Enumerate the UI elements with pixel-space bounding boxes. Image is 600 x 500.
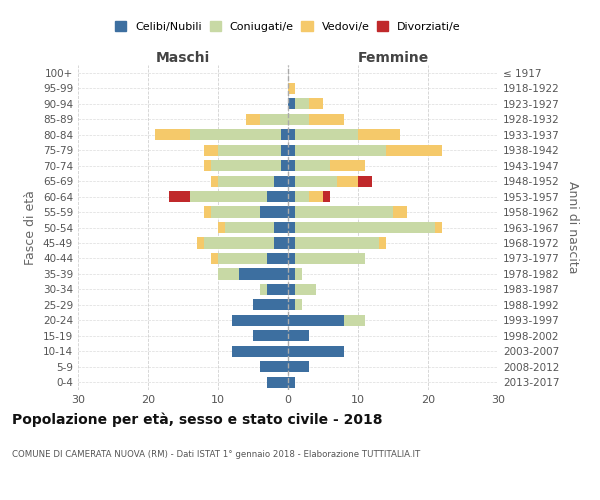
Bar — [288, 98, 295, 110]
Bar — [288, 176, 295, 186]
Bar — [218, 176, 274, 186]
Bar — [288, 144, 295, 156]
Bar — [204, 144, 218, 156]
Bar — [295, 268, 302, 280]
Bar — [288, 315, 344, 326]
Bar — [288, 238, 295, 248]
Bar — [155, 129, 190, 140]
Bar — [190, 129, 281, 140]
Bar — [197, 238, 204, 248]
Bar — [288, 361, 309, 372]
Bar — [246, 114, 260, 124]
Text: Femmine: Femmine — [358, 51, 428, 65]
Text: COMUNE DI CAMERATA NUOVA (RM) - Dati ISTAT 1° gennaio 2018 - Elaborazione TUTTIT: COMUNE DI CAMERATA NUOVA (RM) - Dati IST… — [12, 450, 420, 459]
Bar — [295, 284, 316, 295]
Bar — [239, 268, 288, 280]
Bar — [295, 253, 365, 264]
Bar — [295, 222, 435, 233]
Bar — [218, 253, 267, 264]
Bar — [344, 315, 365, 326]
Bar — [204, 238, 274, 248]
Bar — [295, 206, 393, 218]
Bar — [267, 376, 288, 388]
Bar — [295, 300, 302, 310]
Legend: Celibi/Nubili, Coniugati/e, Vedovi/e, Divorziati/e: Celibi/Nubili, Coniugati/e, Vedovi/e, Di… — [113, 18, 463, 34]
Bar — [330, 160, 365, 171]
Bar — [393, 206, 407, 218]
Bar — [295, 98, 309, 110]
Bar — [211, 206, 260, 218]
Bar — [260, 114, 288, 124]
Bar — [218, 268, 239, 280]
Bar — [260, 284, 267, 295]
Text: Popolazione per età, sesso e stato civile - 2018: Popolazione per età, sesso e stato civil… — [12, 412, 383, 427]
Bar — [295, 191, 309, 202]
Bar — [232, 315, 288, 326]
Bar — [218, 222, 225, 233]
Bar — [295, 238, 379, 248]
Bar — [358, 176, 372, 186]
Bar — [386, 144, 442, 156]
Bar — [253, 300, 288, 310]
Bar — [281, 129, 288, 140]
Bar — [288, 376, 295, 388]
Text: Maschi: Maschi — [156, 51, 210, 65]
Bar — [309, 114, 344, 124]
Bar — [288, 346, 344, 357]
Bar — [260, 361, 288, 372]
Bar — [169, 191, 190, 202]
Bar — [218, 144, 281, 156]
Bar — [288, 206, 295, 218]
Bar — [267, 253, 288, 264]
Bar — [288, 191, 295, 202]
Bar — [211, 176, 218, 186]
Bar — [190, 191, 267, 202]
Bar — [295, 129, 358, 140]
Bar — [288, 330, 309, 342]
Bar — [288, 114, 309, 124]
Bar — [274, 238, 288, 248]
Bar — [288, 129, 295, 140]
Bar — [204, 206, 211, 218]
Bar — [274, 222, 288, 233]
Bar — [204, 160, 211, 171]
Bar — [288, 300, 295, 310]
Bar — [281, 144, 288, 156]
Bar — [288, 82, 295, 94]
Y-axis label: Fasce di età: Fasce di età — [25, 190, 37, 265]
Bar — [309, 98, 323, 110]
Bar — [274, 176, 288, 186]
Bar — [295, 176, 337, 186]
Bar — [232, 346, 288, 357]
Bar — [267, 284, 288, 295]
Bar — [309, 191, 323, 202]
Bar — [358, 129, 400, 140]
Y-axis label: Anni di nascita: Anni di nascita — [566, 181, 579, 274]
Bar — [260, 206, 288, 218]
Bar — [288, 253, 295, 264]
Bar — [288, 284, 295, 295]
Bar — [225, 222, 274, 233]
Bar — [288, 222, 295, 233]
Bar — [435, 222, 442, 233]
Bar — [288, 268, 295, 280]
Bar — [281, 160, 288, 171]
Bar — [379, 238, 386, 248]
Bar — [323, 191, 330, 202]
Bar — [295, 160, 330, 171]
Bar — [211, 253, 218, 264]
Bar — [211, 160, 281, 171]
Bar — [267, 191, 288, 202]
Bar — [337, 176, 358, 186]
Bar — [295, 144, 386, 156]
Bar — [253, 330, 288, 342]
Bar — [288, 160, 295, 171]
